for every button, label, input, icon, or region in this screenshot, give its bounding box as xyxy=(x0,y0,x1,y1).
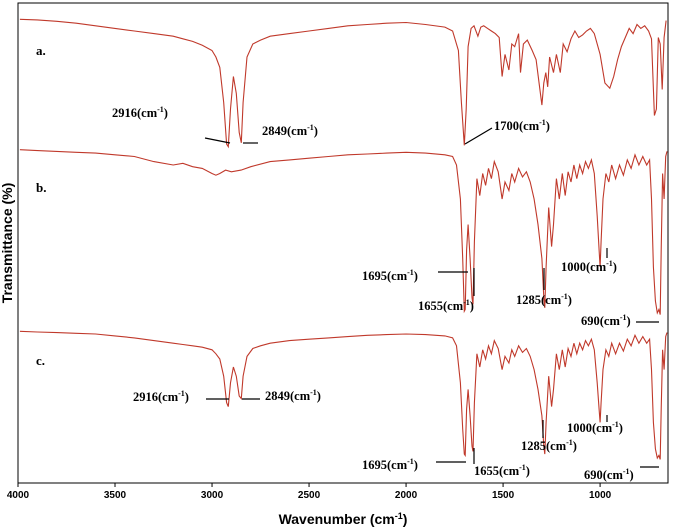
peak-label-2849: 2849(cm-1) xyxy=(262,123,318,138)
x-axis-title: Wavenumber (cm-1) xyxy=(279,511,408,527)
peak-annotations: 2916(cm-1) 2849(cm-1) 1700(cm-1) 1695(cm-1)… xyxy=(112,105,659,482)
peak-label-1655: 1655(cm-1) xyxy=(474,463,530,478)
peak-label-1285: 1285(cm-1) xyxy=(521,438,577,453)
peak-label-690: 690(cm-1) xyxy=(581,313,631,328)
peak-label-2916: 2916(cm-1) xyxy=(133,389,189,404)
x-tick-label: 2500 xyxy=(298,490,321,501)
peak-label-1285: 1285(cm-1) xyxy=(516,292,572,307)
peak-label-1700: 1700(cm-1) xyxy=(494,118,550,133)
peak-label-2849: 2849(cm-1) xyxy=(265,388,321,403)
panel-labels: a. b. c. xyxy=(36,43,46,368)
annotation-leader xyxy=(204,137,231,144)
peak-label-1655: 1655(cm-1) xyxy=(418,298,474,313)
x-tick-label: 2000 xyxy=(395,490,418,501)
x-axis: 4000 3500 3000 2500 2000 1500 1000 xyxy=(7,483,612,501)
x-tick-label: 3500 xyxy=(104,490,127,501)
spectra-traces xyxy=(19,18,668,460)
peak-label-1000: 1000(cm-1) xyxy=(567,420,623,435)
peak-label-2916: 2916(cm-1) xyxy=(112,105,168,120)
spectrum-line-3 xyxy=(19,330,668,460)
panel-label-2: b. xyxy=(36,180,46,195)
peak-label-1695: 1695(cm-1) xyxy=(362,268,418,283)
peak-label-1695: 1695(cm-1) xyxy=(362,457,418,472)
x-tick-label: 1000 xyxy=(589,490,612,501)
x-tick-label: 1500 xyxy=(492,490,515,501)
annotation-leader xyxy=(464,127,493,145)
x-tick-label: 3000 xyxy=(201,490,224,501)
x-tick-label: 4000 xyxy=(7,490,30,501)
panel-label-1: a. xyxy=(36,43,46,58)
y-axis-title: Transmittance (%) xyxy=(0,183,15,304)
spectrum-line-2 xyxy=(19,149,668,315)
peak-label-1000: 1000(cm-1) xyxy=(561,259,617,274)
peak-label-690: 690(cm-1) xyxy=(584,467,634,482)
panel-label-3: c. xyxy=(36,353,45,368)
plot-frame xyxy=(17,2,669,484)
spectrum-line-1 xyxy=(19,18,667,149)
